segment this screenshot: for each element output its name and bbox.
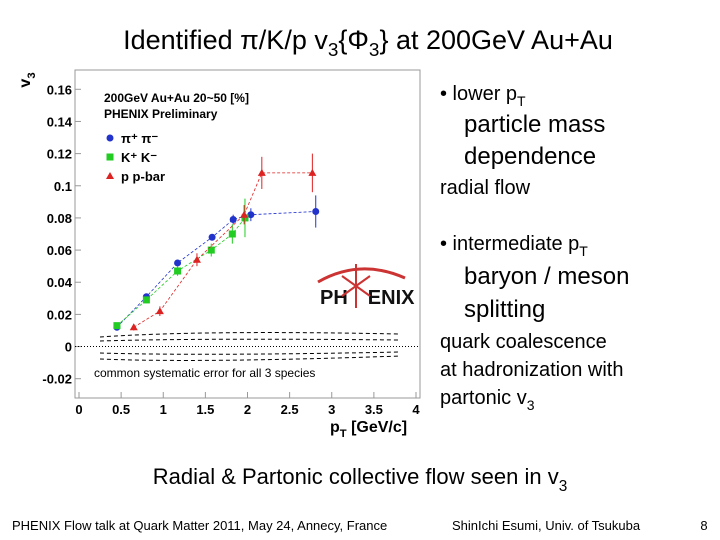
- title-sub: 3: [369, 40, 380, 61]
- logo-part: ENIX: [368, 287, 415, 309]
- page-number: 8: [700, 518, 707, 533]
- bullet-text: quark coalescence: [440, 331, 607, 353]
- plot-frame: [74, 69, 421, 399]
- logo-star: [341, 264, 371, 308]
- title-part: Identified π/K/p v: [123, 25, 328, 55]
- legend-label: π⁺ π⁻: [121, 131, 158, 146]
- label-part: p: [330, 419, 340, 436]
- footer-author: ShinIchi Esumi, Univ. of Tsukuba: [452, 518, 641, 533]
- bullet: partonic v3: [440, 387, 535, 413]
- bullets: • lower pT particle mass dependence radi…: [440, 83, 629, 413]
- y-tick-label: 0.04: [47, 275, 73, 290]
- label-part: v: [17, 79, 34, 88]
- bullet: • intermediate pT: [440, 233, 588, 259]
- title-part: {Φ: [338, 25, 369, 55]
- bullet-sub: T: [517, 93, 526, 109]
- legend-title: PHENIX Preliminary: [104, 107, 218, 121]
- y-tick-label: 0.12: [47, 147, 72, 162]
- annotation: common systematic error for all 3 specie…: [94, 366, 315, 380]
- bullet-text: splitting: [464, 296, 545, 323]
- marker: [113, 322, 121, 330]
- y-tick-label: 0.14: [47, 114, 73, 129]
- title-sub: 3: [328, 40, 339, 61]
- y-tick-label: -0.02: [42, 372, 72, 387]
- logo-part: PH: [320, 287, 348, 309]
- x-tick-label: 2.5: [281, 402, 299, 417]
- marker: [142, 296, 150, 304]
- marker: [240, 210, 249, 218]
- marker: [241, 214, 249, 222]
- conclusion-part: Radial & Partonic collective flow seen i…: [153, 464, 559, 489]
- title-part: } at 200GeV Au+Au: [379, 25, 612, 55]
- legend-marker: [106, 153, 114, 161]
- label-part: [GeV/c]: [347, 419, 407, 436]
- x-tick-label: 0.5: [112, 402, 130, 417]
- legend-marker: [106, 134, 114, 142]
- marker: [207, 246, 215, 254]
- marker: [155, 307, 164, 315]
- bullet-part: • lower p: [440, 83, 517, 105]
- x-tick-label: 4: [412, 402, 420, 417]
- bullet-sub: T: [579, 243, 588, 259]
- bullet-text: particle mass: [464, 111, 605, 138]
- y-tick-label: 0.08: [47, 211, 72, 226]
- bullet-text: at hadronization with: [440, 359, 623, 381]
- marker: [174, 267, 182, 275]
- logo-arc: [317, 267, 406, 284]
- bullet-text: baryon / meson: [464, 263, 629, 290]
- conclusion-sub: 3: [559, 478, 568, 495]
- bullet-part: • intermediate p: [440, 233, 579, 255]
- conclusion: Radial & Partonic collective flow seen i…: [153, 464, 568, 495]
- marker: [312, 207, 320, 215]
- x-tick-label: 2: [244, 402, 251, 417]
- y-axis-label: v3: [17, 72, 38, 87]
- bullet-text: dependence: [464, 143, 596, 170]
- legend-label: p p-bar: [121, 169, 165, 184]
- marker: [208, 233, 216, 241]
- x-axis-label: pT [GeV/c]: [330, 419, 407, 440]
- label-sub: T: [340, 428, 347, 440]
- bullet: • lower pT: [440, 83, 526, 109]
- x-tick-label: 0: [75, 402, 82, 417]
- marker: [129, 323, 138, 331]
- y-tick-label: 0.1: [54, 179, 72, 194]
- legend-label: K⁺ K⁻: [121, 150, 157, 165]
- footer-talk: PHENIX Flow talk at Quark Matter 2011, M…: [12, 518, 387, 533]
- marker: [228, 230, 236, 238]
- label-sub: 3: [26, 72, 38, 78]
- y-tick-label: 0.16: [47, 82, 72, 97]
- bullet-part: partonic v: [440, 387, 527, 409]
- marker: [174, 259, 182, 267]
- y-tick-label: 0: [65, 340, 72, 355]
- bullet-text: radial flow: [440, 177, 531, 199]
- logo: PH ENIX: [320, 287, 415, 309]
- legend-title: 200GeV Au+Au 20~50 [%]: [104, 91, 249, 105]
- x-tick-label: 3.5: [365, 402, 383, 417]
- marker: [192, 255, 201, 263]
- y-tick-label: 0.06: [47, 243, 72, 258]
- marker: [229, 216, 237, 224]
- legend-marker: [106, 172, 114, 179]
- plot: v3 pT [GeV/c] 200GeV Au+Au 20~50 [%] PHE…: [17, 69, 421, 440]
- marker: [247, 211, 255, 219]
- series-line: [133, 172, 313, 328]
- y-tick-label: 0.02: [47, 307, 72, 322]
- x-tick-label: 3: [328, 402, 335, 417]
- marker: [308, 168, 317, 176]
- x-tick-label: 1.5: [196, 402, 214, 417]
- title: Identified π/K/p v3{Φ3} at 200GeV Au+Au: [123, 25, 613, 61]
- bullet-sub: 3: [527, 397, 535, 413]
- x-tick-label: 1: [160, 402, 167, 417]
- marker: [257, 168, 266, 176]
